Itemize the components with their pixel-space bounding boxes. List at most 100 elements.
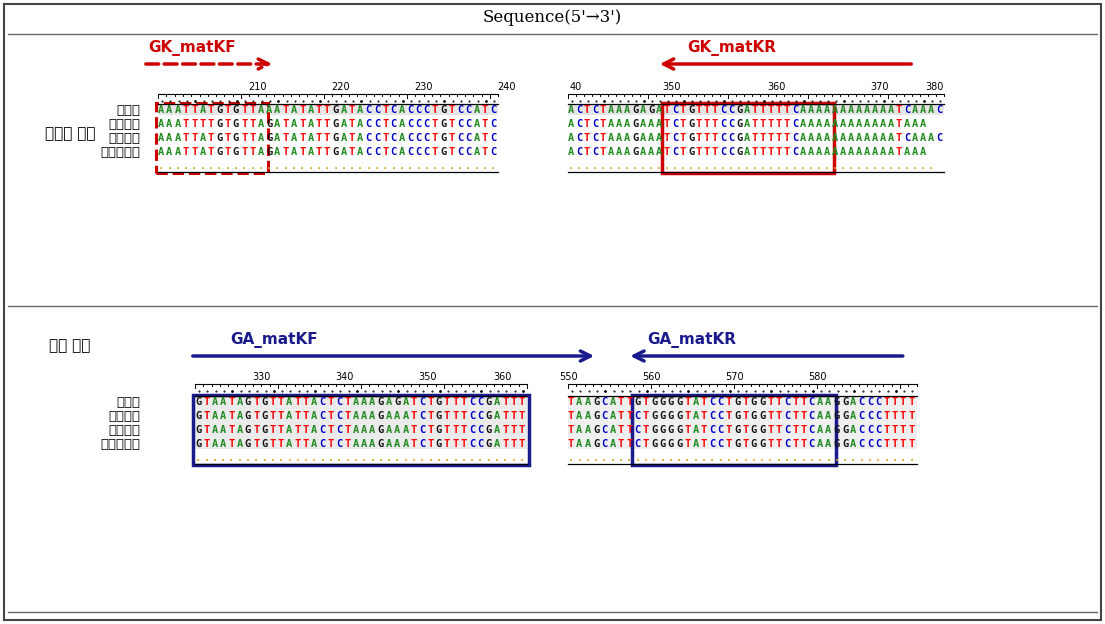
Text: .: . bbox=[726, 453, 732, 463]
Text: .: . bbox=[568, 161, 575, 171]
Text: A: A bbox=[825, 439, 832, 449]
Text: T: T bbox=[432, 133, 439, 143]
Text: .: . bbox=[361, 453, 367, 463]
Text: A: A bbox=[211, 425, 218, 435]
Text: 580: 580 bbox=[808, 372, 827, 382]
Text: G: G bbox=[333, 119, 338, 129]
Text: A: A bbox=[920, 133, 926, 143]
Text: T: T bbox=[712, 147, 718, 157]
Text: .: . bbox=[753, 161, 758, 171]
Text: G: G bbox=[435, 425, 442, 435]
Text: T: T bbox=[800, 425, 807, 435]
Bar bbox=[194, 396, 527, 449]
Text: T: T bbox=[618, 425, 624, 435]
Text: C: C bbox=[407, 119, 413, 129]
Text: T: T bbox=[482, 105, 488, 115]
Text: A: A bbox=[394, 411, 400, 421]
Text: A: A bbox=[856, 133, 862, 143]
Text: A: A bbox=[610, 439, 615, 449]
Text: G: G bbox=[593, 439, 599, 449]
Text: T: T bbox=[696, 119, 703, 129]
Text: T: T bbox=[253, 439, 260, 449]
Text: A: A bbox=[624, 119, 630, 129]
Text: C: C bbox=[407, 105, 413, 115]
Text: A: A bbox=[585, 439, 591, 449]
Text: G: G bbox=[194, 439, 201, 449]
Text: T: T bbox=[518, 439, 525, 449]
Text: T: T bbox=[328, 411, 334, 421]
Text: T: T bbox=[203, 397, 210, 407]
Text: .: . bbox=[203, 453, 210, 463]
Text: A: A bbox=[291, 119, 297, 129]
Text: A: A bbox=[856, 147, 862, 157]
Text: Sequence(5'→3'): Sequence(5'→3') bbox=[483, 9, 622, 26]
Text: T: T bbox=[511, 397, 517, 407]
Text: T: T bbox=[585, 133, 590, 143]
Text: A: A bbox=[656, 105, 662, 115]
Text: .: . bbox=[319, 453, 326, 463]
Text: T: T bbox=[568, 411, 575, 421]
Text: .: . bbox=[815, 161, 822, 171]
Text: .: . bbox=[880, 161, 886, 171]
Text: T: T bbox=[883, 411, 890, 421]
Text: T: T bbox=[704, 147, 711, 157]
Text: A: A bbox=[800, 147, 807, 157]
Text: A: A bbox=[568, 105, 575, 115]
Text: A: A bbox=[808, 133, 814, 143]
Text: .: . bbox=[904, 161, 911, 171]
Text: A: A bbox=[473, 105, 480, 115]
Text: T: T bbox=[278, 425, 284, 435]
Text: .: . bbox=[386, 453, 392, 463]
Text: A: A bbox=[912, 119, 918, 129]
Text: A: A bbox=[399, 119, 404, 129]
Text: A: A bbox=[257, 147, 264, 157]
Text: G: G bbox=[688, 147, 694, 157]
Text: T: T bbox=[229, 425, 234, 435]
Text: A: A bbox=[850, 397, 856, 407]
Text: G: G bbox=[485, 397, 492, 407]
Text: T: T bbox=[428, 397, 433, 407]
Text: T: T bbox=[428, 439, 433, 449]
Text: T: T bbox=[684, 425, 691, 435]
Text: .: . bbox=[402, 453, 409, 463]
Text: G: G bbox=[750, 425, 757, 435]
Text: C: C bbox=[336, 397, 343, 407]
Text: T: T bbox=[183, 105, 189, 115]
Text: T: T bbox=[270, 411, 276, 421]
Text: A: A bbox=[166, 105, 172, 115]
Text: .: . bbox=[600, 161, 607, 171]
Text: T: T bbox=[345, 397, 350, 407]
Bar bbox=[632, 395, 835, 465]
Text: A: A bbox=[236, 425, 243, 435]
Text: G: G bbox=[262, 439, 267, 449]
Text: A: A bbox=[872, 133, 878, 143]
Text: .: . bbox=[872, 161, 878, 171]
Text: T: T bbox=[191, 133, 198, 143]
Text: .: . bbox=[158, 161, 165, 171]
Text: G: G bbox=[667, 411, 674, 421]
Text: T: T bbox=[432, 119, 439, 129]
Text: A: A bbox=[386, 439, 392, 449]
Text: G: G bbox=[833, 439, 840, 449]
Text: G: G bbox=[676, 439, 682, 449]
Bar bbox=[568, 396, 917, 449]
Text: T: T bbox=[760, 133, 766, 143]
Text: C: C bbox=[720, 105, 726, 115]
Text: A: A bbox=[494, 425, 501, 435]
Text: T: T bbox=[896, 147, 903, 157]
Text: .: . bbox=[411, 453, 417, 463]
Text: T: T bbox=[585, 147, 590, 157]
Text: A: A bbox=[200, 147, 206, 157]
Text: T: T bbox=[680, 119, 686, 129]
Text: A: A bbox=[693, 425, 698, 435]
Text: A: A bbox=[808, 119, 814, 129]
Text: .: . bbox=[278, 453, 284, 463]
Text: A: A bbox=[815, 147, 822, 157]
Text: .: . bbox=[518, 453, 525, 463]
Text: A: A bbox=[848, 105, 854, 115]
Text: T: T bbox=[768, 147, 775, 157]
Text: T: T bbox=[726, 425, 732, 435]
Text: T: T bbox=[452, 397, 459, 407]
Text: A: A bbox=[357, 105, 364, 115]
Text: T: T bbox=[753, 133, 758, 143]
